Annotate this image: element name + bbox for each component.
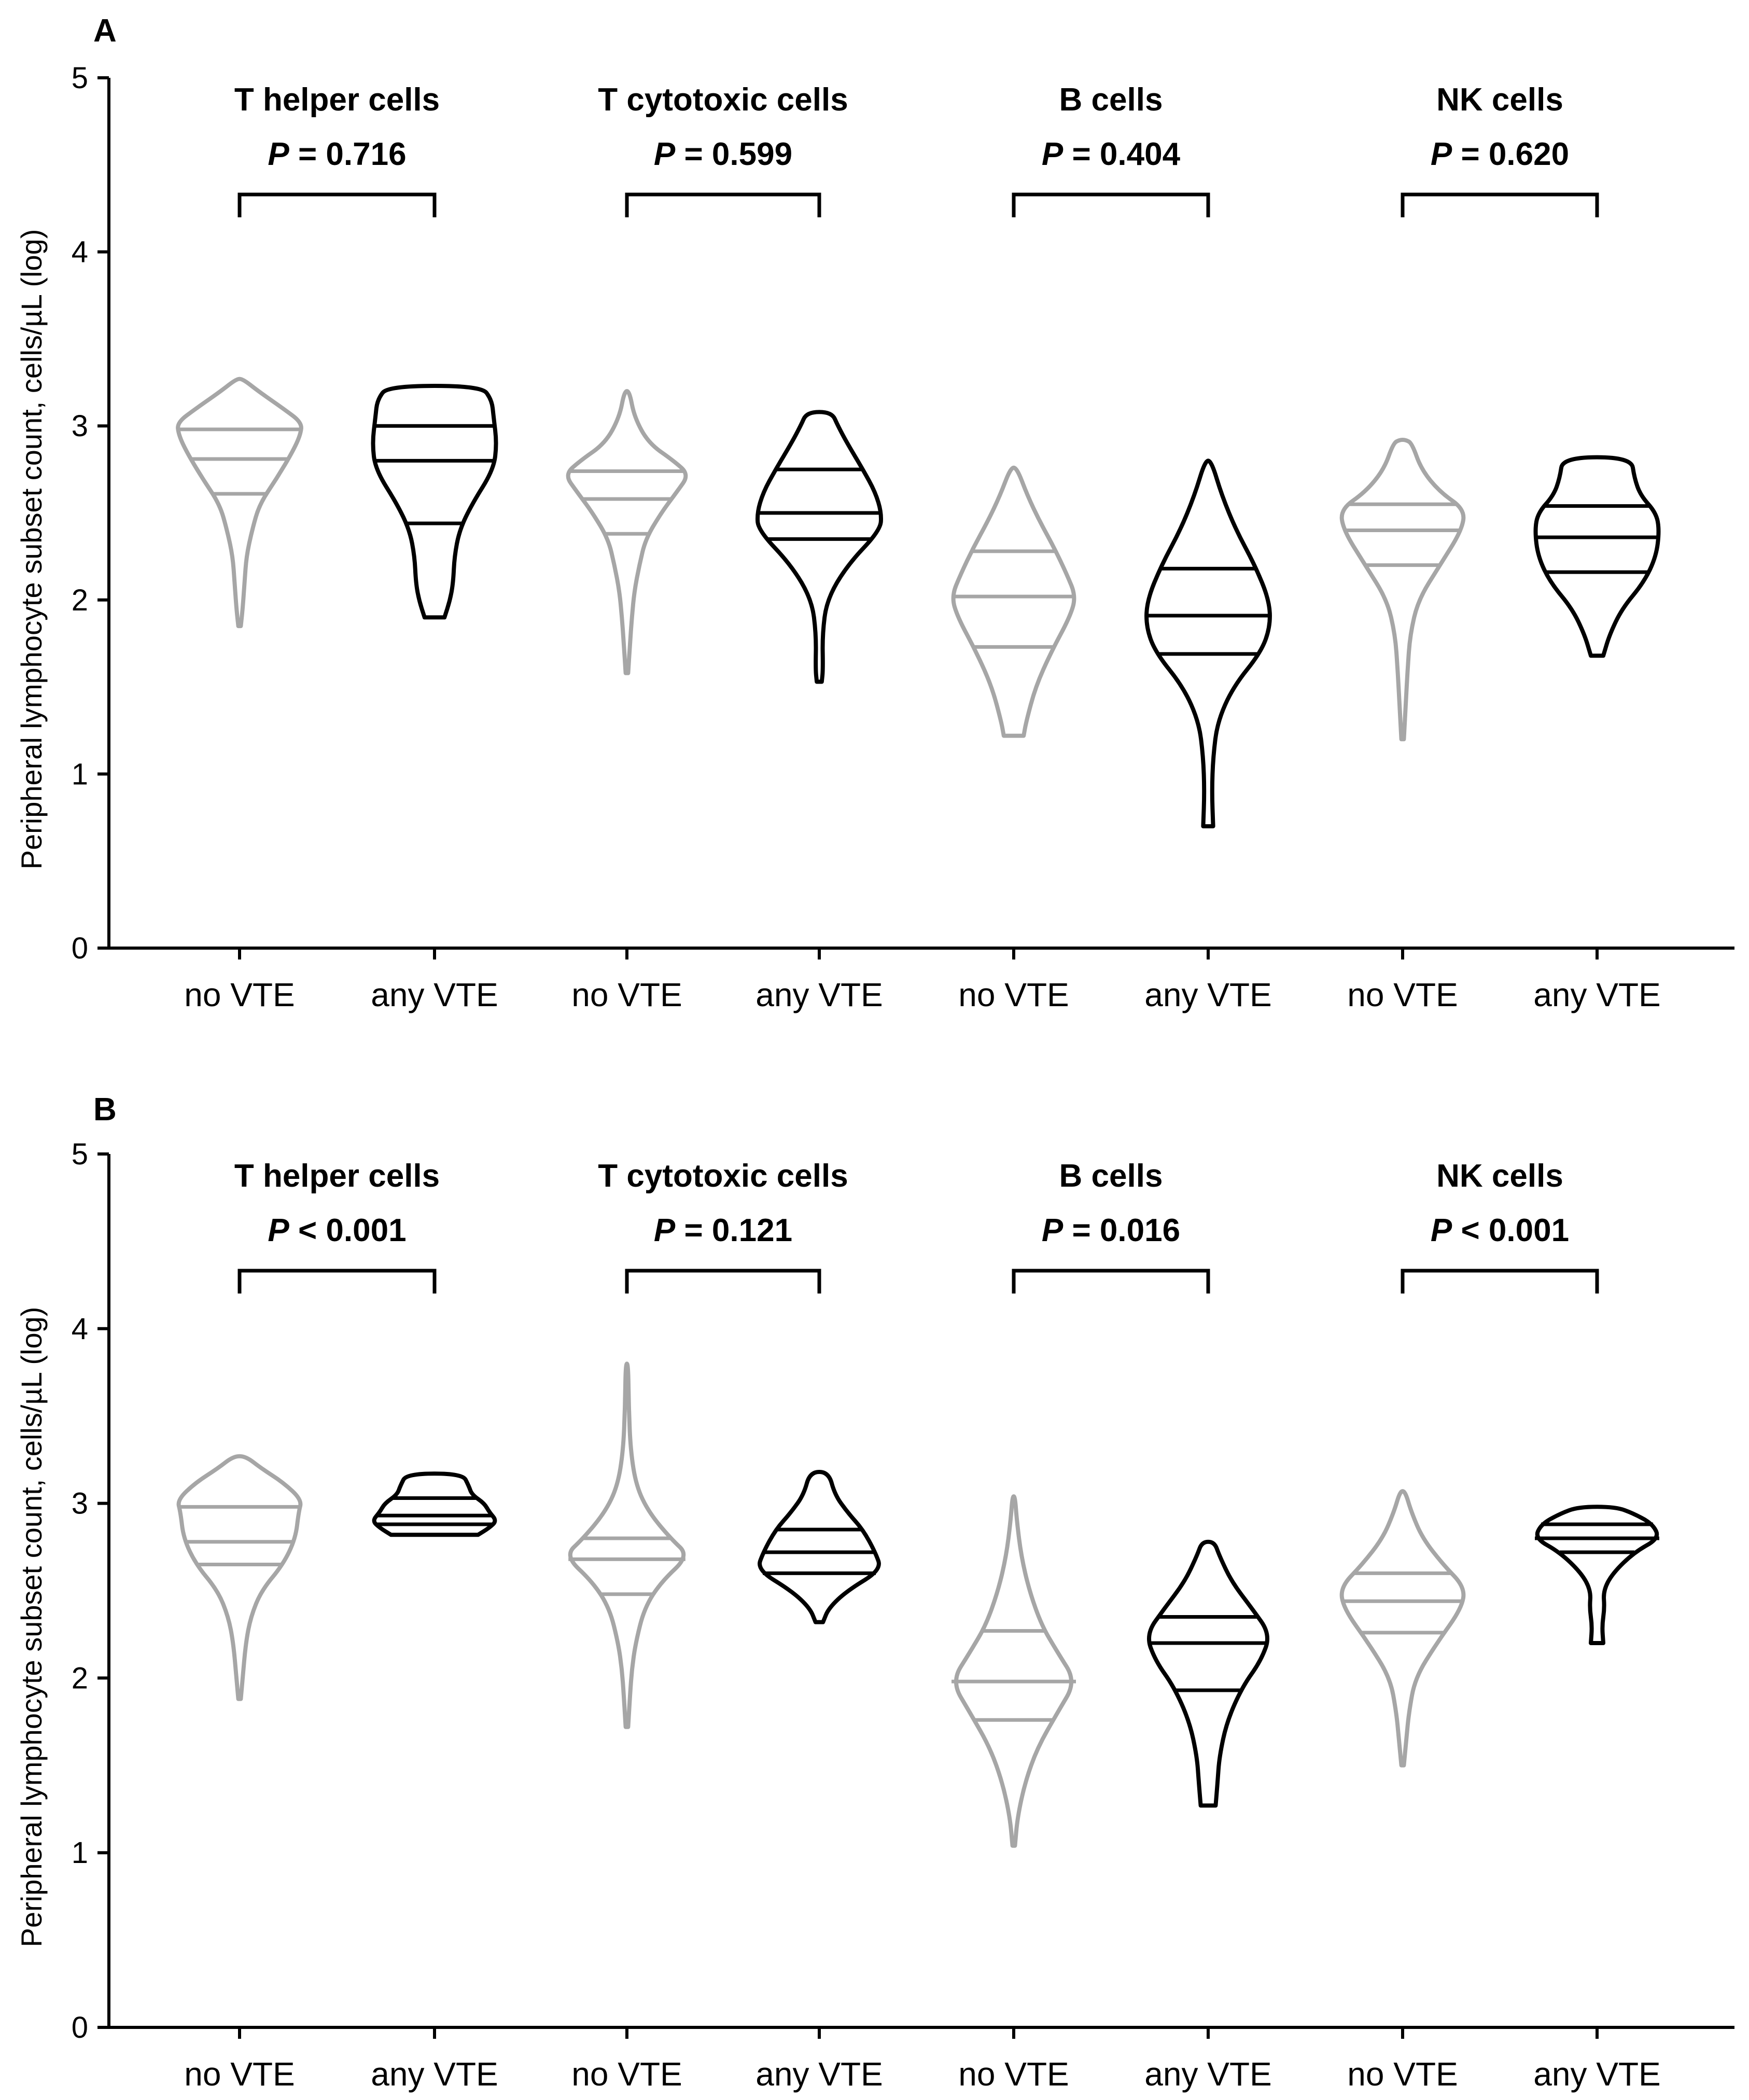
x-category-label: no VTE: [184, 976, 295, 1013]
x-category-label: any VTE: [1144, 976, 1271, 1013]
x-category-label: any VTE: [371, 2055, 498, 2093]
violin-no-vte: [176, 377, 303, 629]
p-symbol: P: [1042, 136, 1064, 172]
significance-bracket: [237, 1269, 437, 1294]
x-category-label: no VTE: [571, 976, 682, 1013]
significance-bracket: [625, 1269, 821, 1294]
violin-any-vte: [1535, 1505, 1659, 1645]
x-category-label: no VTE: [1347, 976, 1458, 1013]
violin-no-vte: [1339, 1489, 1466, 1768]
panel-letter: A: [93, 13, 117, 49]
x-category-label: no VTE: [958, 976, 1069, 1013]
p-symbol: P: [268, 136, 289, 172]
violin-no-vte: [566, 389, 688, 675]
group-title: NK cells: [1436, 82, 1563, 118]
x-category-label: any VTE: [371, 976, 498, 1013]
significance-bracket: [237, 192, 437, 217]
violin-any-vte: [372, 1471, 497, 1537]
y-tick-label: 1: [72, 757, 88, 791]
y-tick-label: 4: [72, 235, 88, 269]
y-tick-label: 0: [72, 2011, 88, 2045]
x-category-label: any VTE: [1533, 976, 1660, 1013]
p-value: = 0.620: [1452, 136, 1569, 172]
p-value-label: P = 0.016: [1042, 1213, 1180, 1248]
p-value-label: P = 0.599: [654, 136, 792, 172]
violin-any-vte: [1144, 458, 1272, 829]
p-value-label: P < 0.001: [1431, 1213, 1569, 1248]
x-category-label: any VTE: [755, 976, 883, 1013]
y-tick-label: 2: [72, 1661, 88, 1695]
p-value: = 0.404: [1063, 136, 1180, 172]
significance-bracket: [1012, 1269, 1210, 1294]
y-tick-label: 1: [72, 1836, 88, 1870]
significance-bracket: [625, 192, 821, 217]
violin-no-vte: [176, 1454, 303, 1701]
significance-bracket: [1401, 1269, 1599, 1294]
p-symbol: P: [268, 1213, 289, 1248]
p-symbol: P: [1042, 1213, 1064, 1248]
panel-b: B 0 1 2 3 4 5 Peripheral lymphocyte subset coun…: [15, 1092, 1734, 2093]
p-value-label: P = 0.404: [1042, 136, 1181, 172]
p-value-label: P = 0.716: [268, 136, 406, 172]
violin-no-vte: [954, 1494, 1073, 1848]
y-tick-label: 3: [72, 1487, 88, 1521]
violin-no-vte: [951, 465, 1076, 738]
x-category-label: no VTE: [184, 2055, 295, 2093]
y-tick-label: 3: [72, 409, 88, 443]
y-tick-label: 5: [72, 61, 88, 95]
y-tick-label: 0: [72, 931, 88, 965]
x-category-label: any VTE: [1144, 2055, 1271, 2093]
y-axis-title: Peripheral lymphocyte subset count, cell…: [15, 1307, 48, 1948]
p-value: = 0.121: [675, 1213, 792, 1248]
y-tick-label: 4: [72, 1312, 88, 1346]
group-title: B cells: [1059, 82, 1163, 118]
group-title: T helper cells: [234, 1158, 440, 1194]
p-symbol: P: [654, 136, 676, 172]
p-value: = 0.599: [675, 136, 792, 172]
x-category-label: any VTE: [755, 2055, 883, 2093]
group-title: T helper cells: [234, 82, 440, 118]
violin-any-vte: [758, 1470, 881, 1624]
p-value-label: P < 0.001: [268, 1213, 406, 1248]
y-tick-label: 2: [72, 583, 88, 617]
p-value-label: P = 0.121: [654, 1213, 792, 1248]
p-symbol: P: [1431, 136, 1452, 172]
significance-bracket: [1401, 192, 1599, 217]
p-value: = 0.016: [1063, 1213, 1180, 1248]
p-value: = 0.716: [289, 136, 407, 172]
violin-any-vte: [1147, 1539, 1269, 1808]
x-category-label: no VTE: [1347, 2055, 1458, 2093]
group-title: NK cells: [1436, 1158, 1563, 1194]
y-axis-title: Peripheral lymphocyte subset count, cell…: [15, 229, 48, 870]
panel-a: A 0 1 2 3 4 5 Peripheral lymphocyte subset coun…: [15, 13, 1734, 1013]
violin-any-vte: [755, 410, 883, 684]
violin-any-vte: [371, 384, 498, 620]
y-tick-label: 5: [72, 1137, 88, 1171]
p-symbol: P: [654, 1213, 676, 1248]
significance-bracket: [1012, 192, 1210, 217]
violin-any-vte: [1533, 455, 1661, 658]
p-value: < 0.001: [1452, 1213, 1569, 1248]
panel-letter: B: [93, 1092, 117, 1128]
group-title: T cytotoxic cells: [598, 82, 848, 118]
group-title: T cytotoxic cells: [598, 1158, 848, 1194]
p-value-label: P = 0.620: [1431, 136, 1569, 172]
group-title: B cells: [1059, 1158, 1163, 1194]
x-category-label: any VTE: [1533, 2055, 1660, 2093]
violin-no-vte: [1339, 438, 1466, 742]
x-category-label: no VTE: [571, 2055, 682, 2093]
x-category-label: no VTE: [958, 2055, 1069, 2093]
p-value: < 0.001: [289, 1213, 407, 1248]
violin-no-vte: [568, 1361, 686, 1729]
p-symbol: P: [1431, 1213, 1452, 1248]
